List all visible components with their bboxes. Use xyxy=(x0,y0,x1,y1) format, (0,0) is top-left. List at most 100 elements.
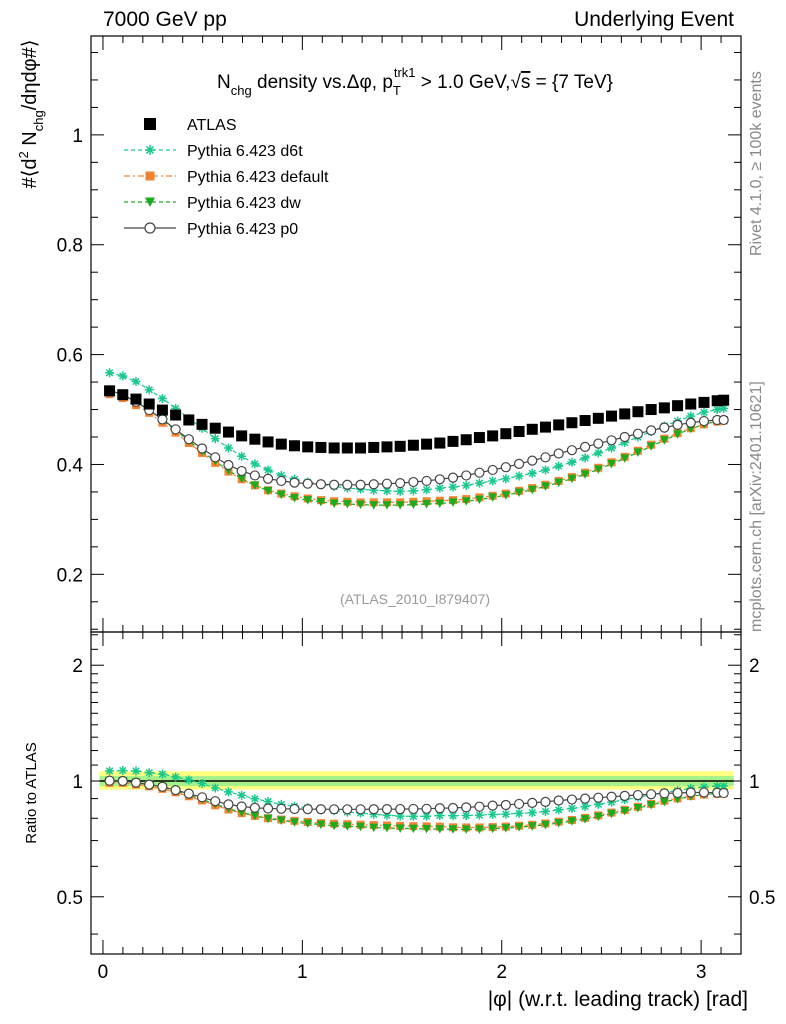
ratio-point-pythia-6-423-d6t xyxy=(223,787,233,797)
ratio-point-pythia-6-423-dw xyxy=(461,825,471,834)
ratio-point-pythia-6-423-d6t xyxy=(474,810,484,820)
ratio-point-pythia-6-423-p0 xyxy=(540,796,551,807)
data-point-atlas xyxy=(275,438,287,450)
data-point-atlas xyxy=(579,415,591,427)
data-point-pythia-6-423-d6t xyxy=(448,482,458,492)
data-point-pythia-6-423-d6t xyxy=(118,371,128,381)
data-point-pythia-6-423-dw xyxy=(593,465,603,474)
data-point-atlas xyxy=(355,442,367,454)
data-point-atlas xyxy=(500,428,512,440)
ratio-point-pythia-6-423-p0 xyxy=(329,804,340,815)
data-point-atlas xyxy=(394,440,406,452)
data-point-pythia-6-423-dw xyxy=(276,490,286,500)
data-point-pythia-6-423-dw xyxy=(382,501,392,510)
data-point-pythia-6-423-p0 xyxy=(718,414,729,426)
data-point-pythia-6-423-dw xyxy=(408,500,418,510)
data-point-pythia-6-423-p0 xyxy=(157,414,168,425)
data-point-pythia-6-423-d6t xyxy=(263,465,273,475)
data-point-pythia-6-423-p0 xyxy=(593,438,604,449)
data-point-atlas xyxy=(222,426,234,438)
data-point-atlas xyxy=(513,426,525,438)
data-point-atlas xyxy=(718,394,730,406)
data-point-pythia-6-423-dw xyxy=(501,491,511,500)
ratio-point-pythia-6-423-d6t xyxy=(554,805,564,815)
data-point-atlas xyxy=(566,417,578,429)
data-point-pythia-6-423-dw xyxy=(237,474,247,484)
data-point-atlas xyxy=(183,414,195,426)
ratio-point-pythia-6-423-dw xyxy=(250,811,260,821)
ratio-series-group xyxy=(104,766,729,834)
series-pythia-6-423-p0 xyxy=(104,385,729,490)
ratio-y-tick-label: 1 xyxy=(72,772,83,793)
data-point-pythia-6-423-dw xyxy=(554,478,564,488)
data-point-pythia-6-423-d6t xyxy=(382,486,392,496)
ratio-point-pythia-6-423-p0 xyxy=(685,787,696,798)
x-axis-label: |φ| (w.r.t. leading track) [rad] xyxy=(488,988,748,1011)
data-point-atlas xyxy=(672,400,684,412)
data-point-atlas xyxy=(236,430,248,442)
ratio-point-pythia-6-423-dw xyxy=(329,821,339,831)
data-point-pythia-6-423-dw xyxy=(633,448,643,457)
data-point-pythia-6-423-p0 xyxy=(276,475,287,487)
ratio-point-pythia-6-423-dw xyxy=(276,816,286,825)
ratio-point-pythia-6-423-d6t xyxy=(118,766,128,776)
legend-marker-pythia-6-423-default xyxy=(145,171,155,181)
data-point-atlas xyxy=(619,408,631,420)
ratio-y-tick-label: 2 xyxy=(72,656,83,677)
y-tick-label: 0.6 xyxy=(57,346,83,367)
ratio-point-pythia-6-423-dw xyxy=(448,825,458,834)
title-pt-sup: trk1 xyxy=(394,65,416,80)
ylabel-c: /dηdφ#⟩ xyxy=(19,39,41,110)
x-tick-label: 3 xyxy=(696,962,707,983)
data-point-pythia-6-423-dw xyxy=(514,488,524,497)
data-point-pythia-6-423-p0 xyxy=(236,465,247,477)
data-point-pythia-6-423-d6t xyxy=(250,459,260,469)
title-energy: = {7 TeV} xyxy=(530,72,613,93)
ratio-point-pythia-6-423-p0 xyxy=(183,788,194,799)
data-point-pythia-6-423-p0 xyxy=(579,441,591,452)
data-point-pythia-6-423-dw xyxy=(289,493,299,503)
ratio-point-pythia-6-423-p0 xyxy=(315,804,327,815)
data-point-pythia-6-423-dw xyxy=(607,459,617,469)
data-point-pythia-6-423-d6t xyxy=(369,485,379,495)
data-point-pythia-6-423-dw xyxy=(422,500,432,509)
data-point-pythia-6-423-p0 xyxy=(210,452,221,463)
legend-marker-pythia-6-423-d6t xyxy=(145,145,155,155)
data-point-pythia-6-423-d6t xyxy=(699,407,709,417)
main-axis-ticks: 0.2 0.4 0.6 0.8 1 xyxy=(57,36,741,954)
ratio-point-pythia-6-423-dw xyxy=(659,797,669,807)
data-point-pythia-6-423-p0 xyxy=(223,459,234,471)
data-point-pythia-6-423-p0 xyxy=(672,419,683,431)
data-point-pythia-6-423-p0 xyxy=(368,479,379,490)
data-point-pythia-6-423-p0 xyxy=(619,431,630,443)
ratio-plot-frame xyxy=(90,631,742,955)
data-point-pythia-6-423-p0 xyxy=(355,479,366,490)
ratio-point-pythia-6-423-p0 xyxy=(659,788,670,799)
ylabel-sub: chg xyxy=(31,110,46,131)
ratio-point-pythia-6-423-dw xyxy=(580,815,590,824)
data-point-pythia-6-423-dw xyxy=(329,499,339,508)
ratio-point-pythia-6-423-p0 xyxy=(500,799,511,811)
data-point-atlas xyxy=(685,398,697,410)
ratio-point-pythia-6-423-p0 xyxy=(289,803,300,815)
ratio-point-pythia-6-423-p0 xyxy=(434,803,445,814)
data-point-pythia-6-423-dw xyxy=(250,481,260,490)
data-point-pythia-6-423-d6t xyxy=(408,486,418,496)
ratio-point-pythia-6-423-dw xyxy=(474,825,484,834)
ratio-point-pythia-6-423-d6t xyxy=(105,766,115,776)
data-point-pythia-6-423-p0 xyxy=(329,479,340,490)
data-point-pythia-6-423-p0 xyxy=(659,422,670,433)
ratio-point-pythia-6-423-p0 xyxy=(619,790,630,802)
data-point-pythia-6-423-p0 xyxy=(685,417,696,428)
ratio-point-pythia-6-423-dw xyxy=(382,824,392,833)
ratio-y-tick-label: 0.5 xyxy=(57,888,83,909)
ratio-point-pythia-6-423-dw xyxy=(289,818,299,827)
data-point-pythia-6-423-p0 xyxy=(461,470,472,481)
ratio-point-pythia-6-423-dw xyxy=(435,825,445,834)
legend-entry-pythia-6-423-d6t: Pythia 6.423 d6t xyxy=(124,143,303,160)
legend-entry-pythia-6-423-dw: Pythia 6.423 dw xyxy=(124,195,301,212)
ratio-point-pythia-6-423-d6t xyxy=(382,810,392,820)
data-point-pythia-6-423-d6t xyxy=(210,434,220,444)
legend-entry-pythia-6-423-p0: Pythia 6.423 p0 xyxy=(124,221,298,238)
data-point-pythia-6-423-p0 xyxy=(632,428,644,439)
